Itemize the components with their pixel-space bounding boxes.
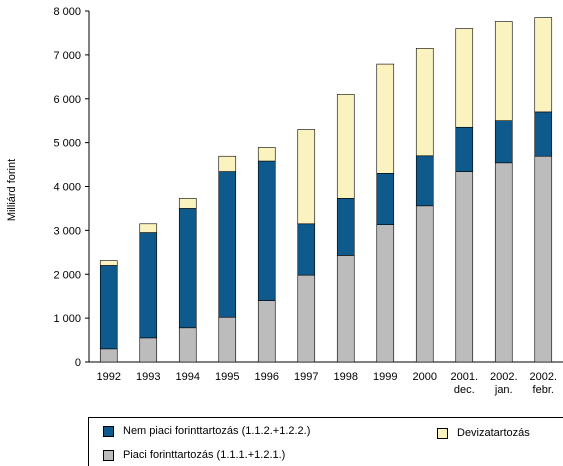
x-tick-label: 2001. bbox=[450, 371, 478, 383]
x-tick-label: 1993 bbox=[136, 371, 160, 383]
x-tick-label: 1995 bbox=[215, 371, 239, 383]
bar-segment bbox=[178, 198, 197, 209]
x-tick-label: 1994 bbox=[176, 371, 200, 383]
bar-segment bbox=[178, 327, 197, 363]
legend-swatch-nem-piaci bbox=[103, 425, 114, 437]
bar-segment bbox=[415, 155, 434, 207]
bar-segment bbox=[494, 120, 513, 164]
bar-segment bbox=[99, 348, 118, 363]
y-tick-label: 8 000 bbox=[53, 6, 81, 18]
bar-segment bbox=[336, 94, 355, 199]
bar-segment bbox=[455, 126, 474, 172]
y-tick-label: 7 000 bbox=[53, 50, 81, 62]
x-tick-label: 2000 bbox=[413, 371, 437, 383]
bar-segment bbox=[415, 47, 434, 157]
y-tick-label: 4 000 bbox=[53, 182, 81, 194]
bar-segment bbox=[534, 155, 553, 363]
bar-segment bbox=[257, 300, 276, 363]
y-tick-label: 5 000 bbox=[53, 138, 81, 150]
x-tick-label: 1999 bbox=[373, 371, 397, 383]
legend-item-deviza: Devizatartozás bbox=[437, 427, 530, 439]
legend-swatch-piaci bbox=[103, 449, 114, 461]
bar-segment bbox=[376, 63, 395, 174]
bar-segment bbox=[99, 260, 118, 266]
x-tick-label: 2002. bbox=[529, 371, 557, 383]
y-tick-label: 6 000 bbox=[53, 94, 81, 106]
y-axis-title-wrap: Milliárd forint bbox=[2, 100, 22, 280]
legend: Nem piaci forinttartozás (1.1.2.+1.2.2.)… bbox=[88, 417, 563, 466]
bar-segment bbox=[218, 155, 237, 172]
legend-item-piaci: Piaci forinttartozás (1.1.1.+1.2.1.) bbox=[103, 449, 285, 461]
y-axis: 0 1 000 2 000 3 000 4 000 5 000 6 000 7 000 8 00… bbox=[53, 6, 563, 369]
legend-label-piaci: Piaci forinttartozás (1.1.1.+1.2.1.) bbox=[123, 449, 286, 461]
x-tick-label: jan. bbox=[494, 384, 513, 396]
y-tick-label: 2 000 bbox=[53, 269, 81, 281]
y-tick-label: 1 000 bbox=[53, 313, 81, 325]
x-tick-label: 1996 bbox=[255, 371, 279, 383]
x-tick-label: 1998 bbox=[334, 371, 358, 383]
bar-segment bbox=[218, 171, 237, 318]
bar-segment bbox=[218, 316, 237, 363]
bar-segment bbox=[376, 173, 395, 225]
bar-segment bbox=[455, 28, 474, 128]
bar-segment bbox=[139, 232, 158, 339]
y-tick-label: 0 bbox=[75, 357, 81, 369]
x-tick-label: 1992 bbox=[97, 371, 121, 383]
bar-segment bbox=[336, 198, 355, 256]
bar-segment bbox=[494, 21, 513, 121]
bar-segment bbox=[178, 208, 197, 329]
bar-segment bbox=[297, 274, 316, 363]
y-axis-title: Milliárd forint bbox=[6, 158, 18, 222]
legend-label-deviza: Devizatartozás bbox=[457, 427, 530, 439]
bar-segment bbox=[257, 160, 276, 301]
legend-item-nem-piaci: Nem piaci forinttartozás (1.1.2.+1.2.2.) bbox=[103, 425, 310, 437]
bar-segment bbox=[257, 147, 276, 162]
bar-segment bbox=[139, 223, 158, 233]
x-tick-label: febr. bbox=[533, 384, 554, 396]
legend-swatch-deviza bbox=[437, 427, 448, 439]
bar-segment bbox=[376, 224, 395, 363]
bar-segment bbox=[415, 205, 434, 363]
bar-segment bbox=[297, 223, 316, 276]
x-tick-label: 1997 bbox=[294, 371, 318, 383]
bar-segment bbox=[534, 111, 553, 157]
x-tick-label: 2002. bbox=[490, 371, 518, 383]
bar-segment bbox=[99, 265, 118, 350]
bar-segment bbox=[534, 17, 553, 113]
bar-segment bbox=[494, 162, 513, 363]
bar-segment bbox=[297, 129, 316, 225]
legend-label-nem-piaci: Nem piaci forinttartozás (1.1.2.+1.2.2.) bbox=[123, 425, 311, 437]
bar-group bbox=[99, 17, 553, 363]
x-tick-label: dec. bbox=[454, 384, 475, 396]
bar-segment bbox=[336, 255, 355, 363]
bar-segment bbox=[139, 337, 158, 363]
bar-segment bbox=[455, 171, 474, 363]
x-axis-labels: 1992 1993 1994 1995 1996 1997 1998 1999 2000 2001… bbox=[97, 371, 558, 396]
y-tick-label: 3 000 bbox=[53, 225, 81, 237]
